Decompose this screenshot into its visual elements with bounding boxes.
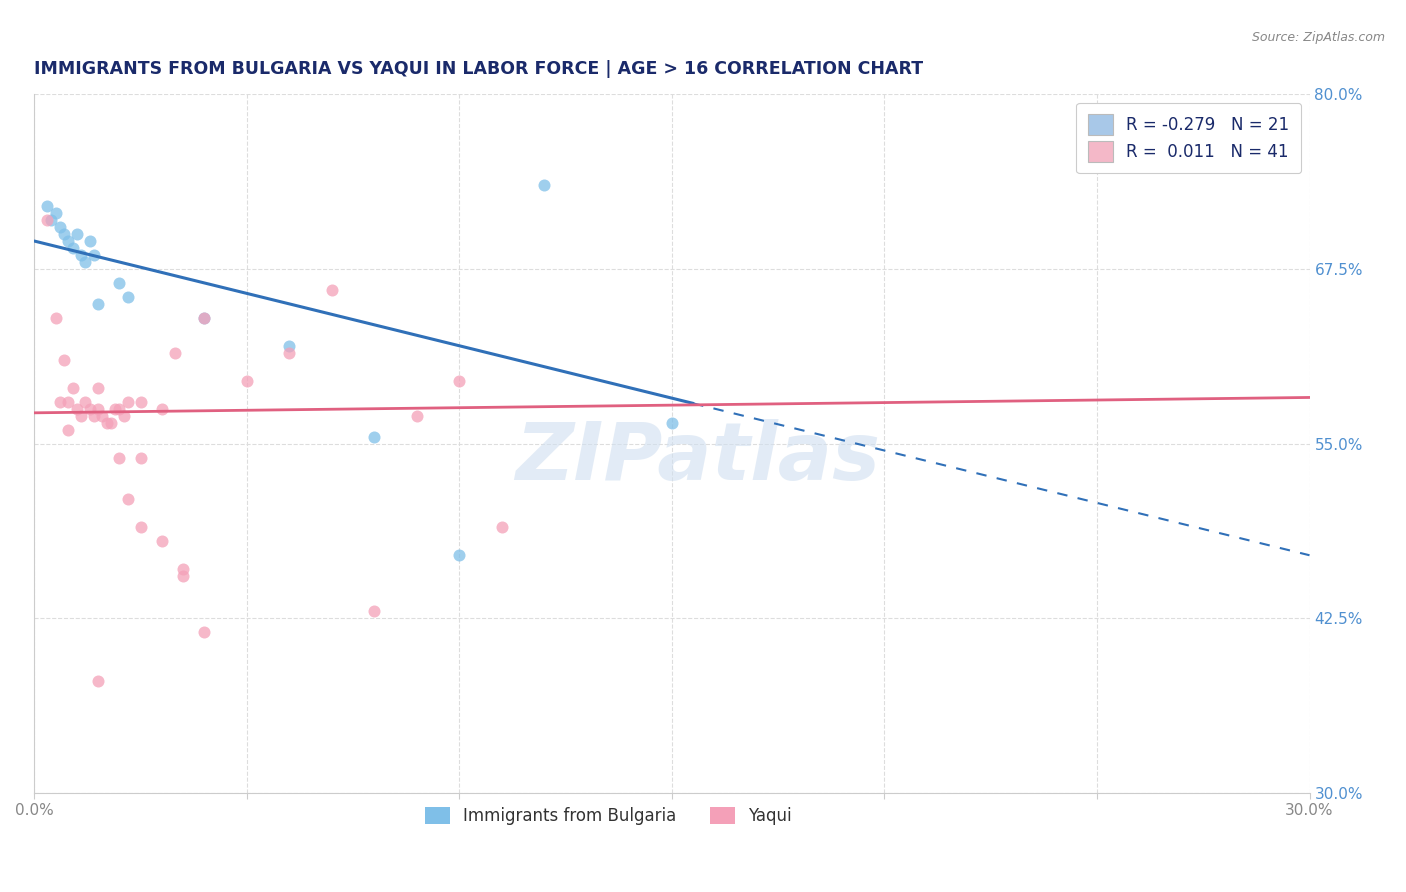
Point (45, 206, 67, 220)
Point (163, 345, 186, 359)
Point (87, 297, 110, 311)
Point (66, 401, 89, 416)
Text: ZIPatlas: ZIPatlas (515, 418, 880, 497)
Point (129, 450, 152, 465)
Point (406, 409, 429, 423)
Point (41, 213, 63, 227)
Point (96, 416, 118, 430)
Point (45, 310, 67, 325)
Point (49, 220, 72, 235)
Point (150, 534, 173, 549)
Point (449, 374, 471, 388)
Point (87, 381, 110, 395)
Point (108, 450, 131, 465)
Point (91, 409, 114, 423)
Point (150, 401, 173, 416)
Point (79, 401, 101, 416)
Text: Source: ZipAtlas.com: Source: ZipAtlas.com (1251, 31, 1385, 45)
Point (117, 394, 139, 409)
Point (449, 548, 471, 562)
Point (278, 345, 301, 359)
Point (172, 562, 194, 576)
Point (87, 401, 110, 416)
Point (58, 394, 80, 409)
Point (117, 492, 139, 507)
Point (53, 352, 76, 367)
Point (75, 255, 97, 269)
Point (70, 248, 93, 262)
Point (129, 520, 152, 534)
Point (58, 234, 80, 248)
Point (193, 625, 215, 640)
Point (236, 374, 259, 388)
Point (363, 429, 385, 443)
Point (108, 276, 131, 290)
Point (83, 409, 105, 423)
Point (129, 394, 152, 409)
Point (37, 213, 59, 227)
Point (363, 604, 385, 618)
Point (193, 310, 215, 325)
Point (321, 283, 343, 297)
Point (83, 248, 105, 262)
Point (66, 227, 89, 241)
Point (278, 339, 301, 353)
Point (37, 199, 59, 213)
Point (108, 401, 131, 416)
Point (661, 416, 683, 430)
Point (100, 416, 122, 430)
Point (112, 409, 135, 423)
Point (70, 409, 93, 423)
Point (117, 290, 139, 304)
Point (62, 241, 84, 255)
Point (75, 394, 97, 409)
Point (49, 394, 72, 409)
Point (533, 178, 555, 193)
Point (193, 310, 215, 325)
Point (53, 227, 76, 241)
Point (104, 401, 127, 416)
Text: IMMIGRANTS FROM BULGARIA VS YAQUI IN LABOR FORCE | AGE > 16 CORRELATION CHART: IMMIGRANTS FROM BULGARIA VS YAQUI IN LAB… (34, 60, 924, 78)
Point (491, 520, 513, 534)
Point (58, 423, 80, 437)
Point (172, 569, 194, 583)
Point (62, 381, 84, 395)
Point (79, 234, 101, 248)
Point (87, 673, 110, 688)
Legend: Immigrants from Bulgaria, Yaqui: Immigrants from Bulgaria, Yaqui (416, 798, 800, 833)
